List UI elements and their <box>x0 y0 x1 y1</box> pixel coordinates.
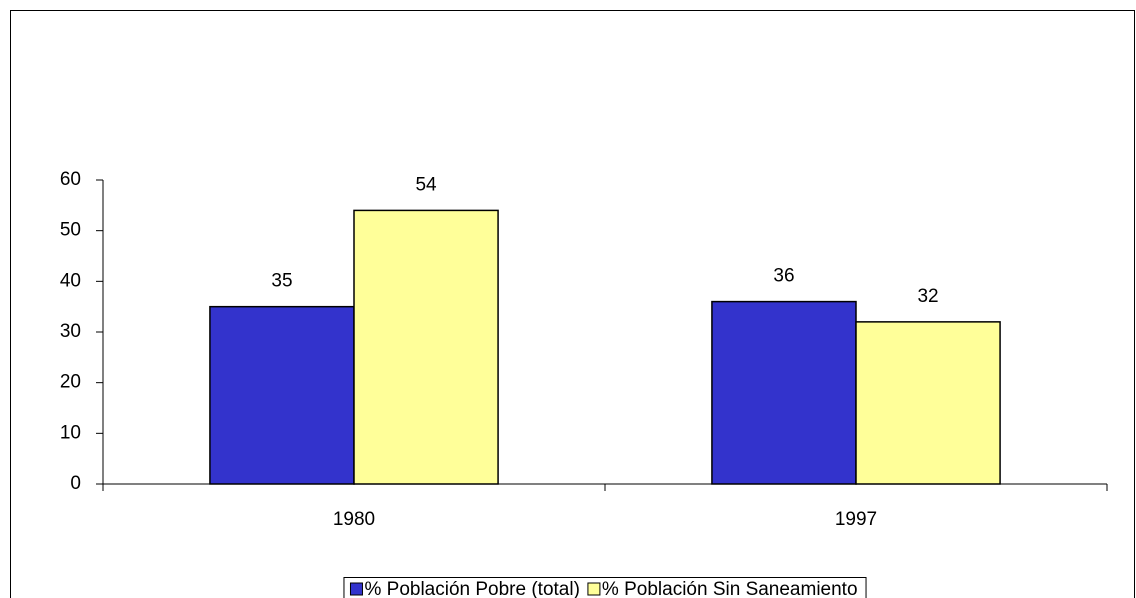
y-tick-label: 10 <box>60 422 81 443</box>
legend-label: % Población Sin Saneamiento <box>602 579 858 598</box>
y-tick-label: 40 <box>60 270 81 291</box>
data-label: 35 <box>271 271 292 292</box>
bar <box>209 305 355 485</box>
y-tick-label: 50 <box>60 220 81 241</box>
bar <box>855 321 1001 485</box>
x-tick-label: 1997 <box>835 509 877 530</box>
legend-label: % Población Pobre (total) <box>364 579 579 598</box>
bar <box>711 300 857 485</box>
bar <box>353 209 499 485</box>
legend-swatch <box>587 582 601 596</box>
y-tick-label: 0 <box>70 473 81 494</box>
x-tick-label: 1980 <box>333 509 375 530</box>
data-label: 54 <box>415 174 437 195</box>
chart-border <box>10 10 1135 598</box>
y-tick-label: 60 <box>60 169 81 190</box>
data-label: 36 <box>773 266 794 287</box>
legend-swatch <box>349 582 363 596</box>
y-tick-label: 20 <box>60 372 81 393</box>
y-tick-label: 30 <box>60 321 81 342</box>
data-label: 32 <box>917 286 938 307</box>
